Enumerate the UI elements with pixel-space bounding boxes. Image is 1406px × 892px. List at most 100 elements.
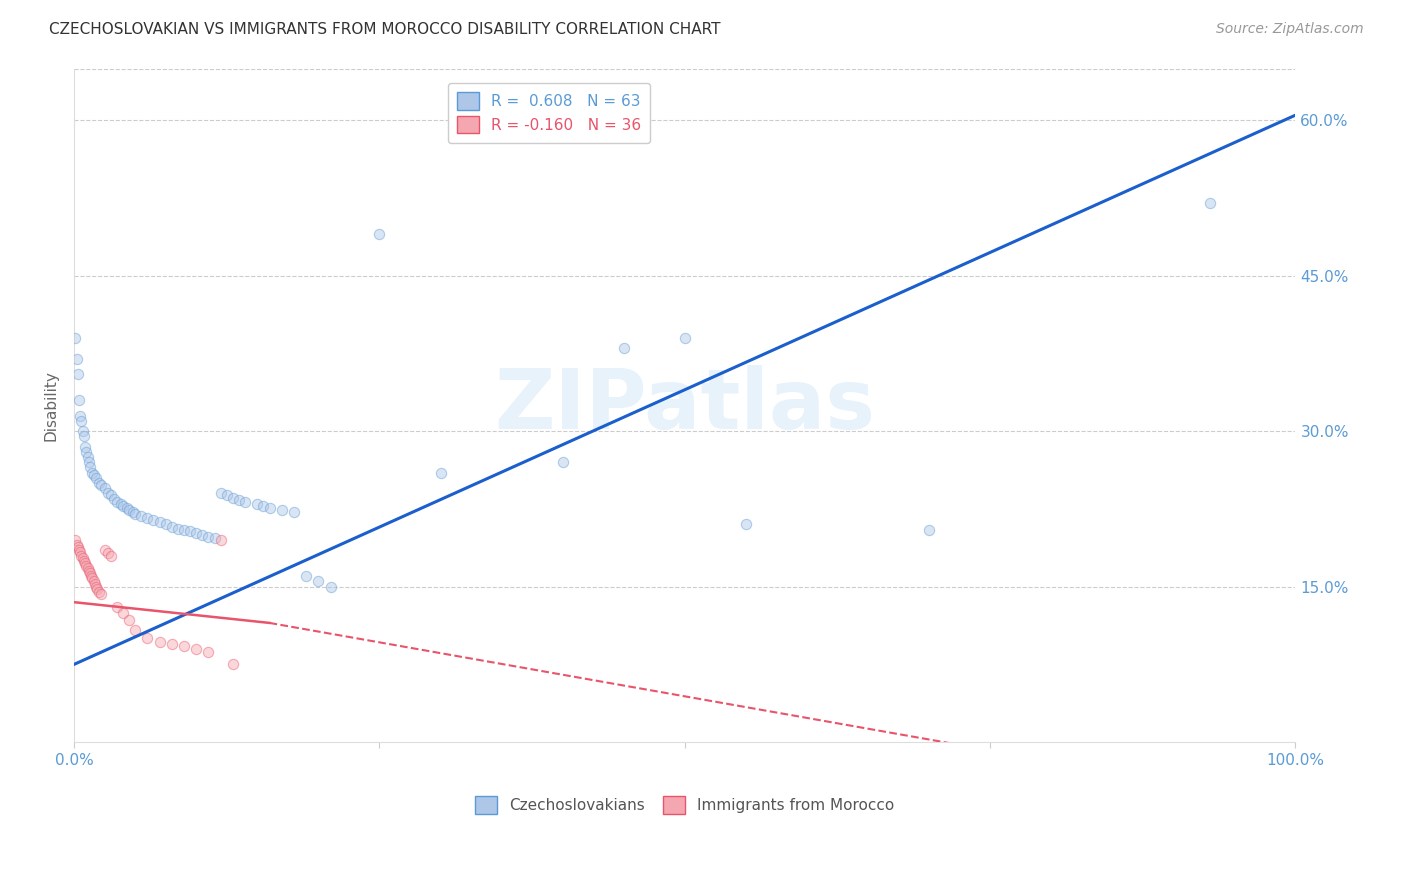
Point bbox=[105, 600, 128, 615]
Point bbox=[734, 517, 756, 532]
Point bbox=[197, 530, 219, 544]
Point bbox=[77, 564, 100, 578]
Point bbox=[160, 637, 183, 651]
Point bbox=[82, 571, 104, 585]
Point bbox=[252, 499, 274, 513]
Point bbox=[167, 522, 190, 536]
Point bbox=[307, 574, 329, 589]
Point bbox=[228, 492, 250, 507]
Point bbox=[918, 523, 941, 537]
Point bbox=[197, 645, 219, 659]
Point bbox=[103, 491, 125, 506]
Point bbox=[233, 494, 256, 508]
Point bbox=[69, 409, 91, 423]
Legend: Czechoslovakians, Immigrants from Morocco: Czechoslovakians, Immigrants from Morocc… bbox=[467, 787, 903, 822]
Point bbox=[186, 525, 208, 540]
Point bbox=[97, 547, 120, 561]
Point bbox=[118, 503, 141, 517]
Point bbox=[270, 503, 292, 517]
Point bbox=[66, 541, 89, 555]
Point bbox=[65, 351, 87, 366]
Point bbox=[70, 414, 93, 428]
Point bbox=[160, 519, 183, 533]
Point bbox=[87, 584, 110, 599]
Point bbox=[79, 566, 101, 581]
Point bbox=[136, 632, 159, 646]
Point bbox=[429, 466, 451, 480]
Point bbox=[65, 533, 87, 547]
Point bbox=[82, 466, 104, 480]
Point bbox=[93, 543, 115, 558]
Point bbox=[179, 524, 201, 538]
Point bbox=[86, 582, 108, 596]
Point bbox=[73, 429, 96, 443]
Point bbox=[295, 569, 318, 583]
Point bbox=[173, 639, 195, 653]
Point bbox=[111, 499, 134, 513]
Point bbox=[93, 481, 115, 495]
Point bbox=[136, 511, 159, 525]
Point bbox=[319, 580, 342, 594]
Point bbox=[368, 227, 391, 242]
Point bbox=[111, 606, 134, 620]
Point bbox=[75, 440, 97, 454]
Point bbox=[283, 505, 305, 519]
Point bbox=[90, 587, 112, 601]
Point bbox=[110, 497, 132, 511]
Point bbox=[551, 455, 574, 469]
Point bbox=[73, 554, 96, 568]
Point bbox=[142, 513, 165, 527]
Point bbox=[222, 657, 245, 672]
Point bbox=[67, 543, 90, 558]
Point bbox=[149, 634, 172, 648]
Point bbox=[84, 471, 107, 485]
Point bbox=[83, 574, 105, 589]
Point bbox=[75, 558, 97, 573]
Text: CZECHOSLOVAKIAN VS IMMIGRANTS FROM MOROCCO DISABILITY CORRELATION CHART: CZECHOSLOVAKIAN VS IMMIGRANTS FROM MOROC… bbox=[49, 22, 721, 37]
Point bbox=[204, 531, 226, 545]
Point bbox=[191, 528, 214, 542]
Point bbox=[76, 561, 98, 575]
Y-axis label: Disability: Disability bbox=[44, 370, 58, 441]
Point bbox=[613, 341, 636, 355]
Point bbox=[118, 613, 141, 627]
Point bbox=[209, 533, 232, 547]
Point bbox=[105, 494, 128, 508]
Point bbox=[76, 450, 98, 464]
Point bbox=[246, 497, 269, 511]
Point bbox=[100, 549, 122, 563]
Point bbox=[70, 549, 93, 563]
Point bbox=[87, 476, 110, 491]
Point bbox=[77, 455, 100, 469]
Point bbox=[209, 486, 232, 500]
Point bbox=[75, 445, 97, 459]
Point bbox=[155, 517, 177, 532]
Point bbox=[66, 368, 89, 382]
Point bbox=[90, 478, 112, 492]
Point bbox=[173, 523, 195, 537]
Point bbox=[79, 460, 101, 475]
Point bbox=[1199, 196, 1222, 211]
Point bbox=[121, 505, 143, 519]
Text: Source: ZipAtlas.com: Source: ZipAtlas.com bbox=[1216, 22, 1364, 37]
Point bbox=[69, 545, 91, 559]
Point bbox=[83, 467, 105, 482]
Point bbox=[673, 331, 696, 345]
Point bbox=[129, 509, 152, 524]
Point bbox=[97, 486, 120, 500]
Text: ZIPatlas: ZIPatlas bbox=[495, 365, 876, 446]
Point bbox=[259, 500, 281, 515]
Point bbox=[72, 550, 94, 565]
Point bbox=[215, 488, 238, 502]
Point bbox=[124, 623, 146, 637]
Point bbox=[72, 424, 94, 438]
Point bbox=[124, 507, 146, 521]
Point bbox=[84, 580, 107, 594]
Point bbox=[100, 488, 122, 502]
Point bbox=[83, 576, 105, 591]
Point bbox=[222, 491, 245, 505]
Point bbox=[75, 556, 97, 570]
Point bbox=[80, 569, 103, 583]
Point bbox=[115, 500, 138, 515]
Point bbox=[67, 393, 90, 408]
